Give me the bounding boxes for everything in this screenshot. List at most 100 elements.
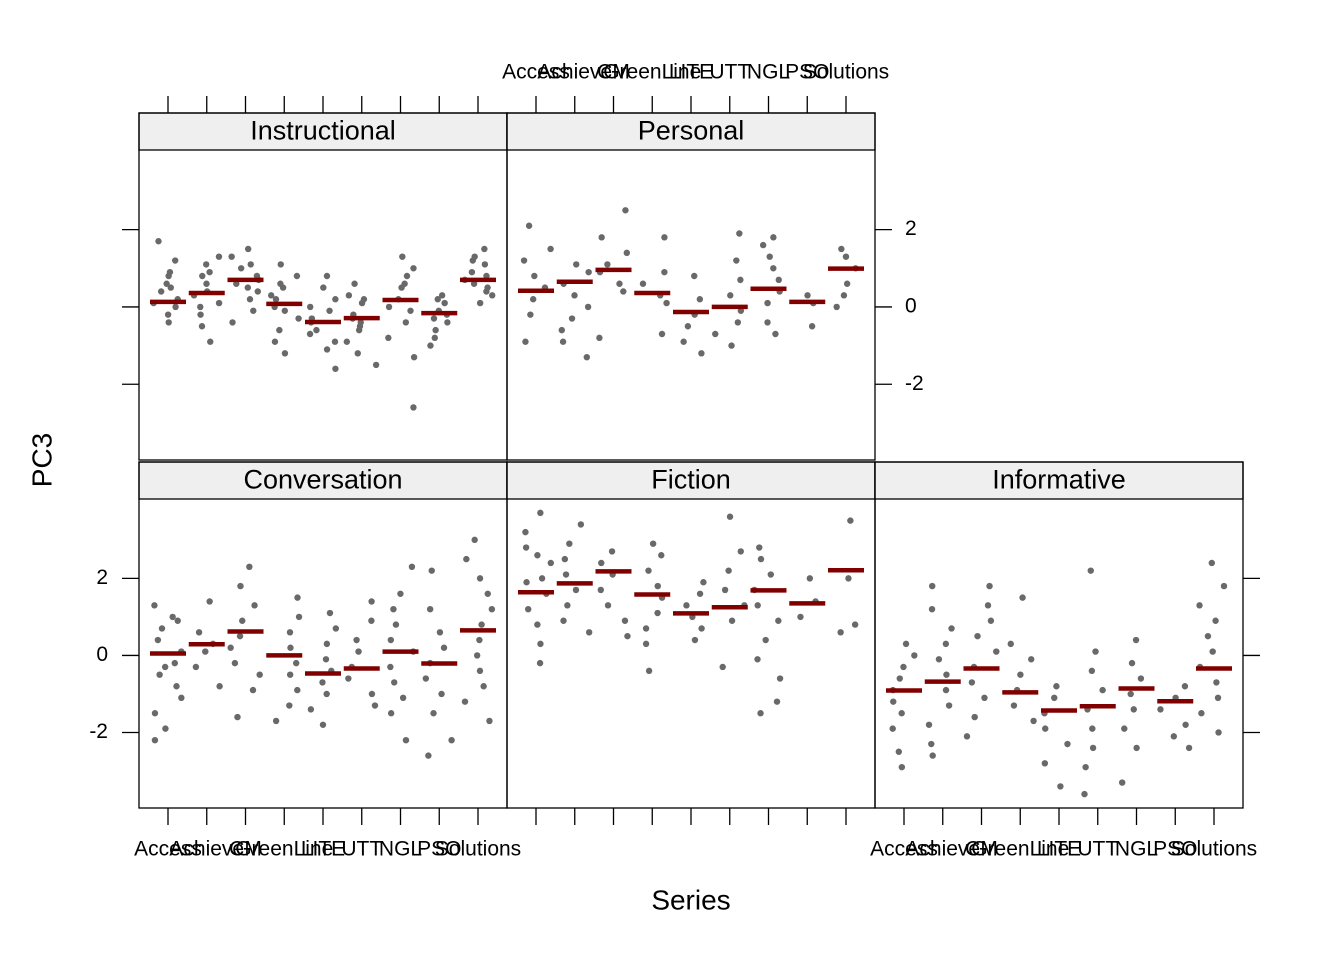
- data-point: [281, 307, 289, 314]
- data-point: [537, 509, 544, 517]
- data-point: [597, 586, 604, 594]
- x-tick-label: LITE: [669, 61, 713, 84]
- data-point: [772, 330, 779, 338]
- data-point: [192, 663, 200, 671]
- data-point: [431, 334, 438, 342]
- data-point: [624, 632, 631, 640]
- data-point: [448, 736, 455, 744]
- data-point: [773, 698, 781, 705]
- data-point: [1181, 683, 1189, 690]
- data-point: [1137, 675, 1145, 682]
- data-point: [402, 736, 410, 744]
- x-tick-label: Solutions: [803, 61, 889, 84]
- data-point: [622, 207, 629, 214]
- data-point: [1007, 640, 1014, 648]
- data-point: [585, 629, 593, 636]
- data-point: [523, 579, 530, 586]
- data-point: [156, 671, 163, 678]
- data-point: [286, 671, 294, 678]
- data-point: [843, 280, 851, 287]
- data-point: [331, 338, 339, 345]
- data-point: [401, 280, 408, 287]
- panel-frame: [138, 461, 508, 809]
- data-point: [1092, 648, 1099, 655]
- x-axis-title: Series: [651, 884, 730, 915]
- data-point: [470, 280, 478, 287]
- data-point: [237, 582, 244, 590]
- data-point: [559, 338, 567, 345]
- data-point: [608, 548, 616, 555]
- data-point: [236, 632, 244, 640]
- data-point: [197, 311, 204, 318]
- data-point: [239, 617, 246, 624]
- data-point: [838, 245, 845, 253]
- data-point: [775, 276, 782, 284]
- data-point: [727, 292, 734, 299]
- data-point: [577, 521, 585, 528]
- data-point: [770, 234, 777, 241]
- x-tick-label: GreenLine: [235, 838, 333, 861]
- data-point: [534, 552, 541, 559]
- data-point: [928, 740, 935, 748]
- data-point: [531, 272, 538, 280]
- data-point: [968, 679, 976, 686]
- data-point: [596, 334, 603, 342]
- data-point: [935, 656, 943, 663]
- x-tick-label: PSO: [785, 61, 829, 84]
- data-point: [478, 621, 485, 628]
- data-point: [737, 548, 744, 555]
- data-point: [476, 575, 484, 582]
- data-point: [639, 280, 647, 287]
- data-point: [392, 621, 400, 628]
- data-point: [227, 644, 234, 651]
- data-point: [719, 663, 726, 671]
- data-point: [1118, 779, 1126, 786]
- data-point: [984, 602, 992, 609]
- data-point: [726, 513, 734, 520]
- data-point: [368, 617, 375, 624]
- data-point: [319, 721, 327, 728]
- data-point: [987, 617, 995, 624]
- data-point: [306, 330, 314, 338]
- y-tick-label: 0: [96, 643, 108, 666]
- data-point: [390, 605, 397, 613]
- data-point: [484, 590, 491, 597]
- data-point: [584, 303, 592, 311]
- data-point: [426, 605, 434, 613]
- data-point: [172, 257, 179, 264]
- data-point: [804, 292, 811, 299]
- data-point: [770, 265, 777, 272]
- data-point: [1010, 702, 1018, 709]
- data-point: [1030, 717, 1037, 725]
- y-tick-label: 2: [96, 566, 108, 589]
- data-point: [680, 338, 687, 345]
- data-point: [385, 303, 393, 311]
- data-point: [522, 338, 529, 345]
- x-tick-label: PSO: [417, 838, 461, 861]
- data-point: [272, 717, 280, 725]
- data-point: [319, 679, 326, 686]
- data-point: [272, 296, 280, 303]
- data-point: [649, 540, 657, 547]
- y-tick-label: -2: [905, 372, 924, 395]
- data-point: [422, 675, 430, 682]
- data-point: [1209, 648, 1216, 655]
- x-tick-label: Access: [502, 61, 570, 84]
- data-point: [229, 319, 236, 326]
- data-point: [399, 694, 407, 702]
- data-point: [163, 280, 170, 287]
- data-point: [759, 241, 767, 249]
- data-point: [525, 605, 532, 613]
- data-point: [425, 752, 432, 759]
- data-point: [355, 648, 362, 655]
- data-point: [481, 261, 489, 268]
- data-point: [483, 288, 490, 295]
- data-point: [725, 567, 732, 574]
- data-point: [215, 299, 223, 307]
- data-point: [623, 249, 631, 257]
- data-point: [399, 253, 406, 260]
- strip: [138, 112, 508, 151]
- data-point: [441, 299, 448, 307]
- data-point: [244, 245, 252, 253]
- x-tick-label: GreenLine: [603, 61, 701, 84]
